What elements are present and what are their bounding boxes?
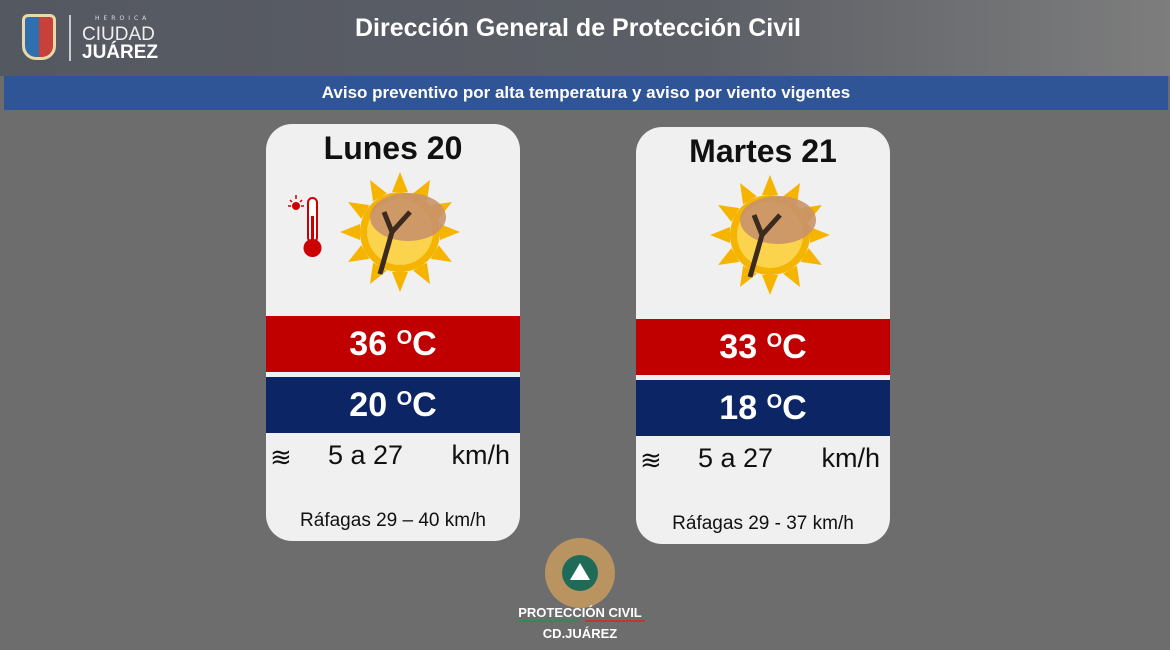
flag-line-red xyxy=(585,620,645,622)
coat-of-arms-logo xyxy=(22,14,56,60)
proteccion-civil-logo xyxy=(545,538,615,608)
logo-heroica: HEROICA xyxy=(95,15,151,22)
logo-juarez: JUÁREZ xyxy=(82,42,159,63)
wind-icon: ≋ xyxy=(270,442,292,472)
divider xyxy=(69,15,71,61)
low-temperature: 18 OC xyxy=(636,380,890,436)
page-title: Dirección General de Protección Civil xyxy=(355,14,801,42)
footer-org: PROTECCIÓN CIVIL xyxy=(518,605,642,620)
wind-gusts: Ráfagas 29 - 37 km/h xyxy=(672,513,854,534)
sun-wind-icon xyxy=(340,172,460,292)
sun-wind-icon xyxy=(710,175,830,295)
header: HEROICA CIUDAD JUÁREZ Dirección General … xyxy=(0,0,1170,76)
alert-banner: Aviso preventivo por alta temperatura y … xyxy=(4,76,1168,110)
flag-line-green xyxy=(518,620,578,622)
thermometer-hot-icon xyxy=(288,195,322,257)
footer-city: CD.JUÁREZ xyxy=(542,626,618,641)
wind-gusts: Ráfagas 29 – 40 km/h xyxy=(300,510,486,531)
high-temperature: 36 OC xyxy=(266,316,520,372)
day-label: Lunes 20 xyxy=(323,130,463,166)
forecast-card-tuesday: Martes 21 33 OC 18 OC ≋ 5 a 27 km/h Ráfaga… xyxy=(636,127,890,544)
low-temperature: 20 OC xyxy=(266,377,520,433)
high-temperature: 33 OC xyxy=(636,319,890,375)
forecast-card-monday: Lunes 20 36 OC 20 OC ≋ 5 a 27 km/h Ráfagas… xyxy=(266,124,520,541)
wind-icon: ≋ xyxy=(640,445,662,475)
logo-ciudad: CIUDAD xyxy=(82,24,155,45)
day-label: Martes 21 xyxy=(689,133,837,169)
